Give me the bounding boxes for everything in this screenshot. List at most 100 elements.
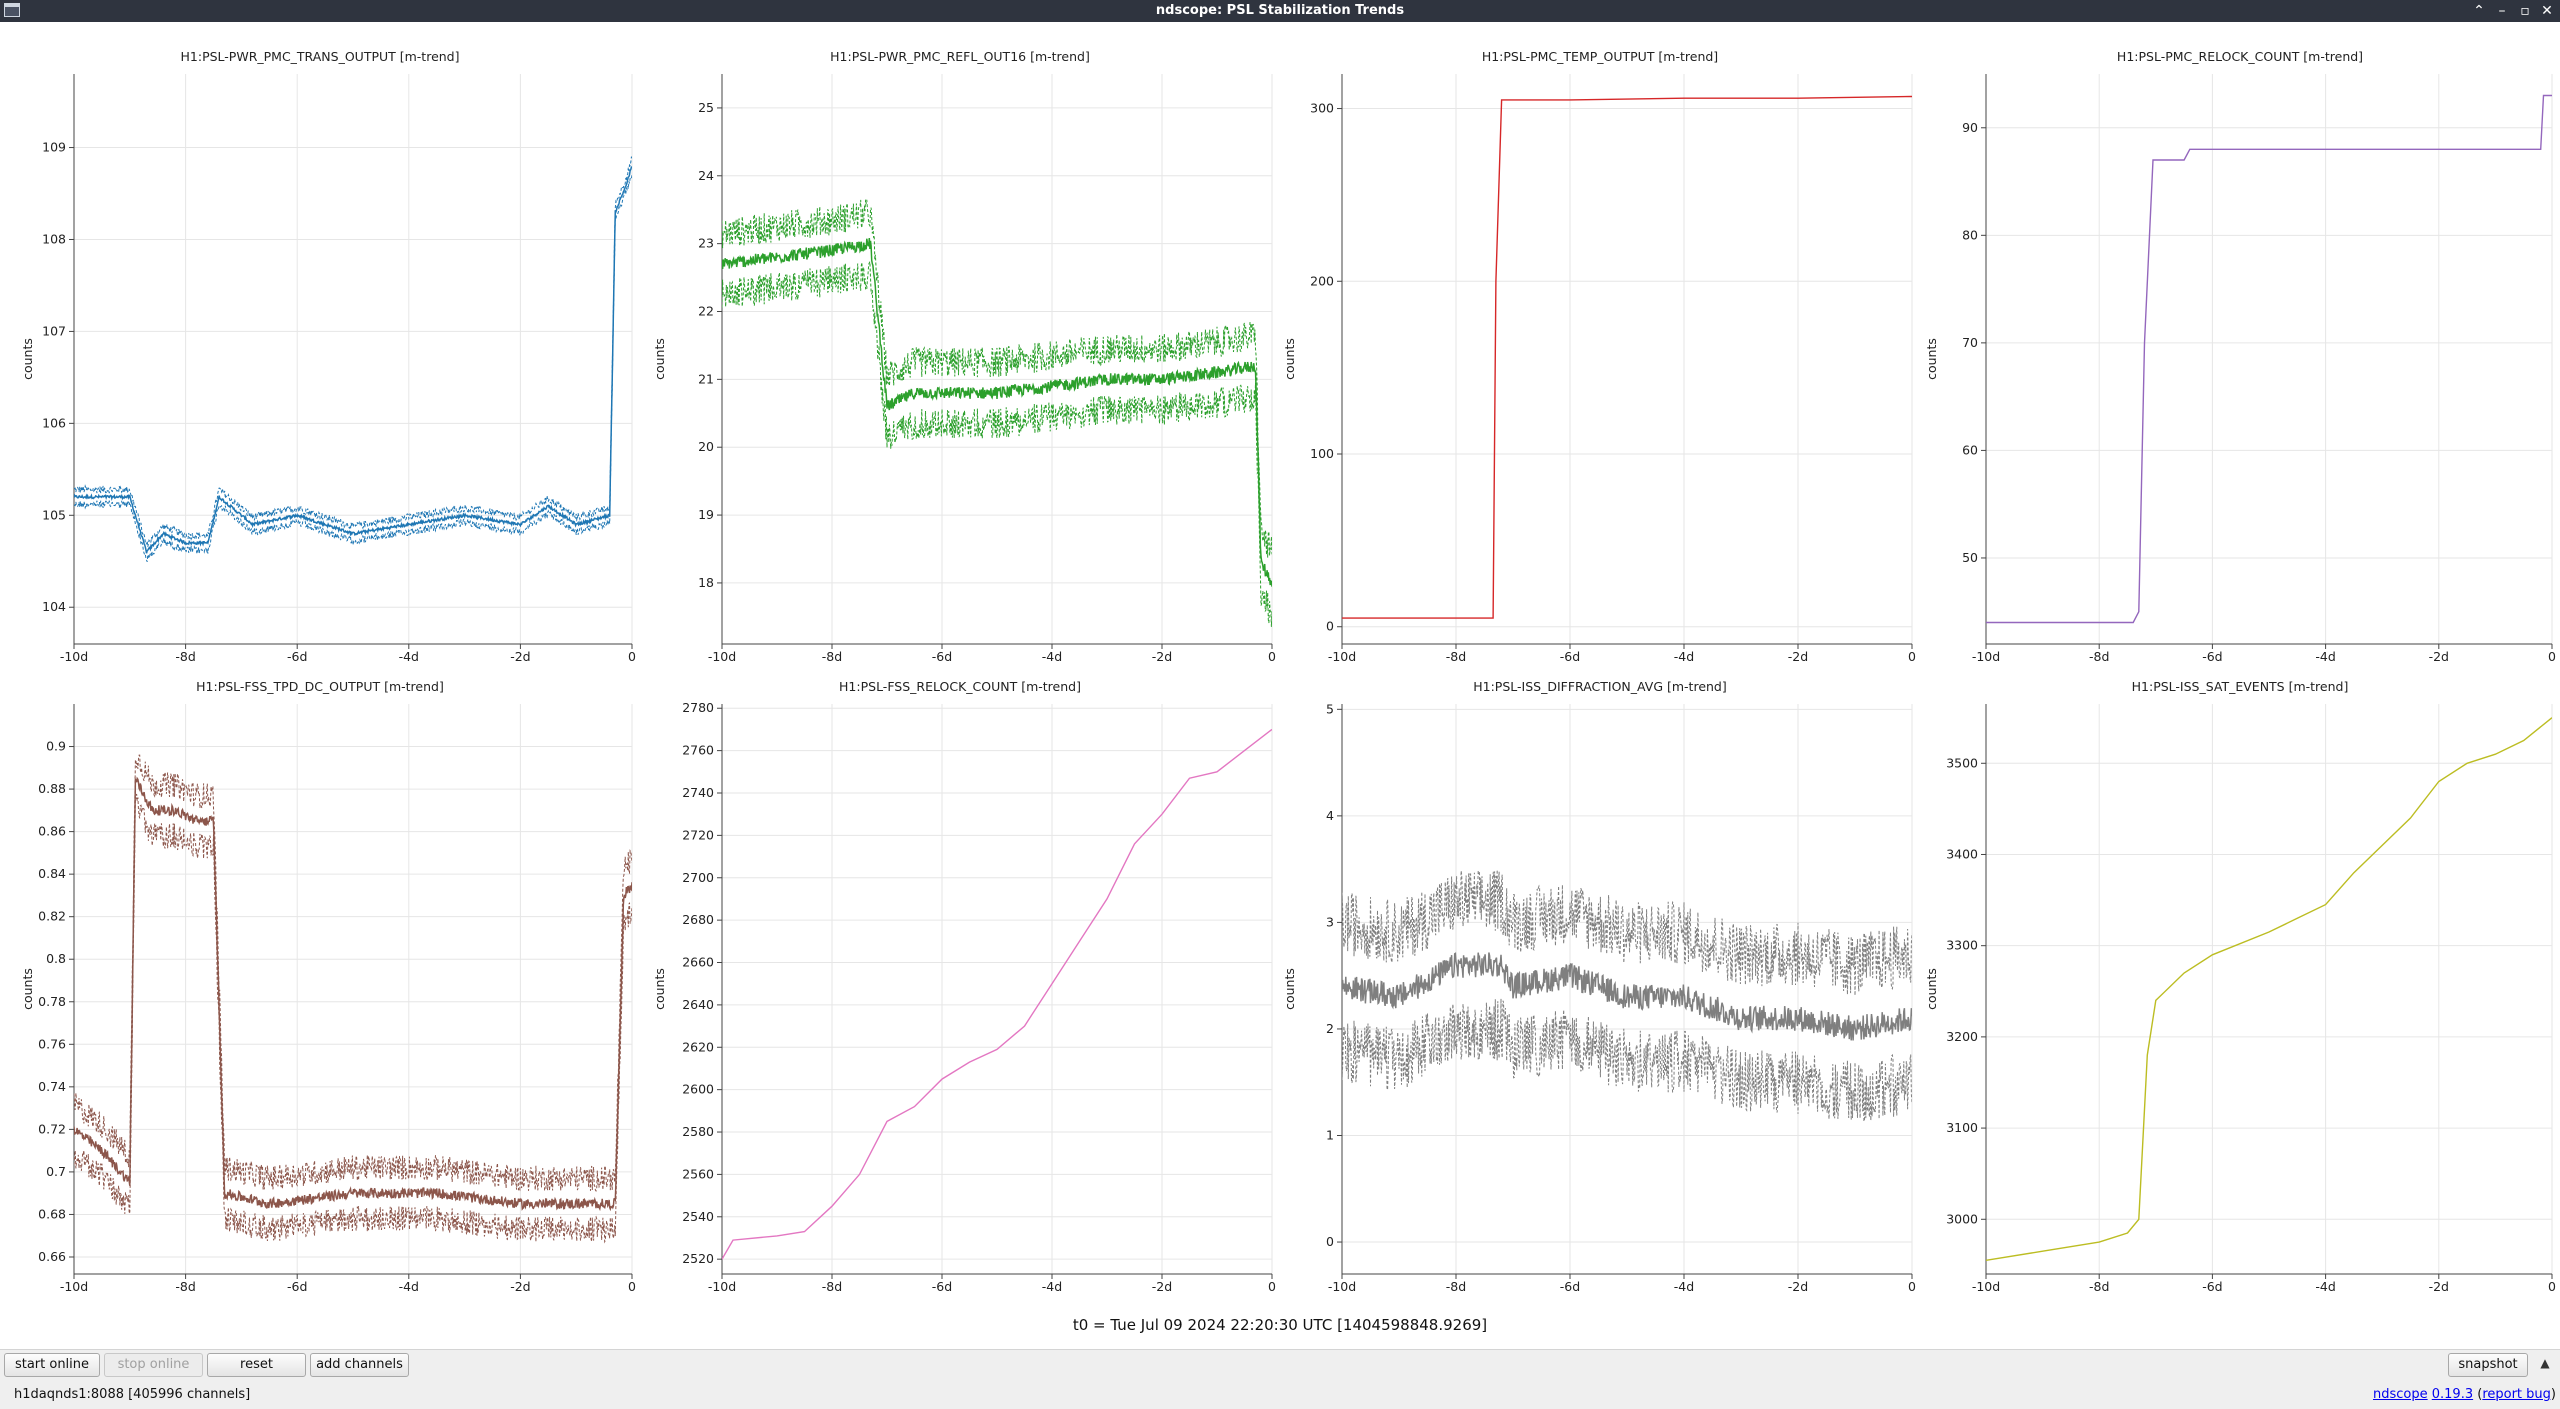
plot-canvas[interactable]: -10d -8d -6d -4d -2d 0 50 60 70 80 90 counts bbox=[1920, 22, 2560, 664]
x-tick-label: -6d bbox=[1560, 1279, 1580, 1294]
plot-canvas[interactable]: -10d -8d -6d -4d -2d 0 2520 2540 2560 2580 2600 262… bbox=[640, 652, 1280, 1294]
x-tick-label: -2d bbox=[2429, 1279, 2449, 1294]
grid: -10d -8d -6d -4d -2d 0 3000 3100 3200 3300 3400 350… bbox=[1946, 704, 2556, 1294]
y-tick-label: 2740 bbox=[682, 785, 714, 800]
trend-series bbox=[74, 754, 632, 1244]
window-titlebar: ndscope: PSL Stabilization Trends ⌃ – ▫ … bbox=[0, 0, 2560, 22]
plot-panel[interactable]: H1:PSL-PMC_TEMP_OUTPUT [m-trend] -10d -8d -… bbox=[1280, 22, 1920, 664]
y-tick-label: 0.76 bbox=[38, 1036, 66, 1051]
plot-canvas[interactable]: -10d -8d -6d -4d -2d 0 18 19 20 21 22 23 24 25 counts bbox=[640, 22, 1280, 664]
y-tick-label: 2640 bbox=[682, 997, 714, 1012]
collapse-panel-icon[interactable]: ▲ bbox=[2540, 1356, 2550, 1370]
x-tick-label: -8d bbox=[175, 649, 195, 664]
app-menu-icon[interactable] bbox=[4, 3, 20, 17]
snapshot-button[interactable]: snapshot bbox=[2448, 1353, 2528, 1377]
plot-canvas[interactable]: -10d -8d -6d -4d -2d 0 0.66 0.68 0.7 0.72 0.74 0.76… bbox=[0, 652, 640, 1294]
y-tick-label: 2680 bbox=[682, 912, 714, 927]
plot-panel[interactable]: H1:PSL-PWR_PMC_TRANS_OUTPUT [m-trend] -10… bbox=[0, 22, 640, 664]
y-tick-label: 19 bbox=[698, 507, 714, 522]
plot-panel[interactable]: H1:PSL-FSS_TPD_DC_OUTPUT [m-trend] -10d -8… bbox=[0, 652, 640, 1294]
shade-window-icon[interactable]: ⌃ bbox=[2473, 3, 2485, 19]
series-mean-line bbox=[74, 166, 632, 554]
y-tick-label: 18 bbox=[698, 575, 714, 590]
series-mean-line bbox=[74, 776, 632, 1212]
y-tick-label: 105 bbox=[42, 507, 66, 522]
trend-series bbox=[722, 728, 1272, 1260]
y-tick-label: 107 bbox=[42, 323, 66, 338]
y-tick-label: 2720 bbox=[682, 827, 714, 842]
y-tick-label: 0.8 bbox=[46, 951, 66, 966]
x-tick-label: -10d bbox=[60, 1279, 88, 1294]
y-tick-label: 21 bbox=[698, 371, 714, 386]
x-tick-label: -6d bbox=[1560, 649, 1580, 664]
plot-title: H1:PSL-ISS_DIFFRACTION_AVG [m-trend] bbox=[1473, 679, 1727, 694]
trend-series bbox=[722, 199, 1272, 627]
plot-panel[interactable]: H1:PSL-ISS_DIFFRACTION_AVG [m-trend] -10d… bbox=[1280, 652, 1920, 1294]
y-tick-label: 200 bbox=[1310, 273, 1334, 288]
y-tick-label: 80 bbox=[1962, 227, 1978, 242]
y-tick-label: 300 bbox=[1310, 101, 1334, 116]
add-channels-button[interactable]: add channels bbox=[310, 1353, 409, 1377]
plot-title: H1:PSL-PWR_PMC_TRANS_OUTPUT [m-trend] bbox=[180, 49, 460, 64]
plot-title: H1:PSL-PWR_PMC_REFL_OUT16 [m-trend] bbox=[830, 49, 1090, 64]
y-tick-label: 2560 bbox=[682, 1166, 714, 1181]
series-mean-line bbox=[1342, 952, 1912, 1041]
stop-online-button: stop online bbox=[104, 1353, 203, 1377]
ndscope-link[interactable]: ndscope bbox=[2372, 1387, 2428, 1402]
x-tick-label: -4d bbox=[2315, 1279, 2335, 1294]
x-tick-label: -10d bbox=[708, 649, 736, 664]
x-tick-label: -8d bbox=[1446, 1279, 1466, 1294]
plot-title: H1:PSL-PMC_TEMP_OUTPUT [m-trend] bbox=[1481, 49, 1719, 64]
grid: -10d -8d -6d -4d -2d 0 104 105 106 107 108 109 bbox=[42, 74, 636, 664]
plot-canvas[interactable]: -10d -8d -6d -4d -2d 0 104 105 106 107 108 109 count… bbox=[0, 22, 640, 664]
x-tick-label: -10d bbox=[1328, 1279, 1356, 1294]
x-tick-label: -8d bbox=[2089, 649, 2109, 664]
y-tick-label: 22 bbox=[698, 304, 714, 319]
x-tick-label: 0 bbox=[1268, 649, 1276, 664]
y-tick-label: 108 bbox=[42, 231, 66, 246]
version-link[interactable]: 0.19.3 bbox=[2431, 1387, 2474, 1402]
report-bug-link[interactable]: report bug bbox=[2482, 1387, 2551, 1402]
plot-title: H1:PSL-FSS_TPD_DC_OUTPUT [m-trend] bbox=[196, 679, 444, 694]
plot-panel[interactable]: H1:PSL-PWR_PMC_REFL_OUT16 [m-trend] -10d -… bbox=[640, 22, 1280, 664]
y-tick-label: 2600 bbox=[682, 1082, 714, 1097]
plot-panel[interactable]: H1:PSL-PMC_RELOCK_COUNT [m-trend] -10d -8d… bbox=[1920, 22, 2560, 664]
y-tick-label: 25 bbox=[698, 100, 714, 115]
series-max-line bbox=[722, 199, 1272, 558]
series-min-line bbox=[1342, 998, 1912, 1122]
series-min-line bbox=[74, 793, 632, 1244]
x-tick-label: -6d bbox=[287, 649, 307, 664]
trend-series bbox=[74, 156, 632, 562]
x-tick-label: -2d bbox=[1788, 649, 1808, 664]
y-axis-label: counts bbox=[1924, 968, 1939, 1010]
start-online-button[interactable]: start online bbox=[4, 1353, 100, 1377]
x-tick-label: -2d bbox=[510, 649, 530, 664]
y-tick-label: 3400 bbox=[1946, 846, 1978, 861]
close-window-icon[interactable]: ✕ bbox=[2541, 3, 2553, 19]
maximize-window-icon[interactable]: ▫ bbox=[2520, 3, 2530, 19]
plot-panel[interactable]: H1:PSL-ISS_SAT_EVENTS [m-trend] -10d -8d -6… bbox=[1920, 652, 2560, 1294]
plot-canvas[interactable]: -10d -8d -6d -4d -2d 0 0 1 2 3 4 5 counts bbox=[1280, 652, 1920, 1294]
x-tick-label: -4d bbox=[399, 1279, 419, 1294]
series-max-line bbox=[74, 754, 632, 1192]
plot-panel[interactable]: H1:PSL-FSS_RELOCK_COUNT [m-trend] -10d -8d… bbox=[640, 652, 1280, 1294]
series-line bbox=[1986, 717, 2552, 1261]
reset-button[interactable]: reset bbox=[207, 1353, 306, 1377]
x-tick-label: -2d bbox=[1788, 1279, 1808, 1294]
plot-grid: H1:PSL-PWR_PMC_TRANS_OUTPUT [m-trend] -10… bbox=[0, 22, 2560, 1326]
minimize-window-icon[interactable]: – bbox=[2498, 3, 2506, 19]
t0-label: t0 = Tue Jul 09 2024 22:20:30 UTC [14045… bbox=[1072, 1316, 1488, 1334]
y-axis-label: counts bbox=[652, 338, 667, 380]
plot-canvas[interactable]: -10d -8d -6d -4d -2d 0 0 100 200 300 counts bbox=[1280, 22, 1920, 664]
y-tick-label: 2620 bbox=[682, 1039, 714, 1054]
plot-canvas[interactable]: -10d -8d -6d -4d -2d 0 3000 3100 3200 3300 3400 350… bbox=[1920, 652, 2560, 1294]
y-tick-label: 106 bbox=[42, 415, 66, 430]
y-tick-label: 5 bbox=[1326, 701, 1334, 716]
x-tick-label: -6d bbox=[2202, 649, 2222, 664]
series-mean-line bbox=[722, 237, 1272, 587]
y-tick-label: 2660 bbox=[682, 955, 714, 970]
x-tick-label: -2d bbox=[510, 1279, 530, 1294]
y-tick-label: 0.74 bbox=[38, 1079, 66, 1094]
y-axis-label: counts bbox=[1924, 338, 1939, 380]
y-tick-label: 2 bbox=[1326, 1021, 1334, 1036]
